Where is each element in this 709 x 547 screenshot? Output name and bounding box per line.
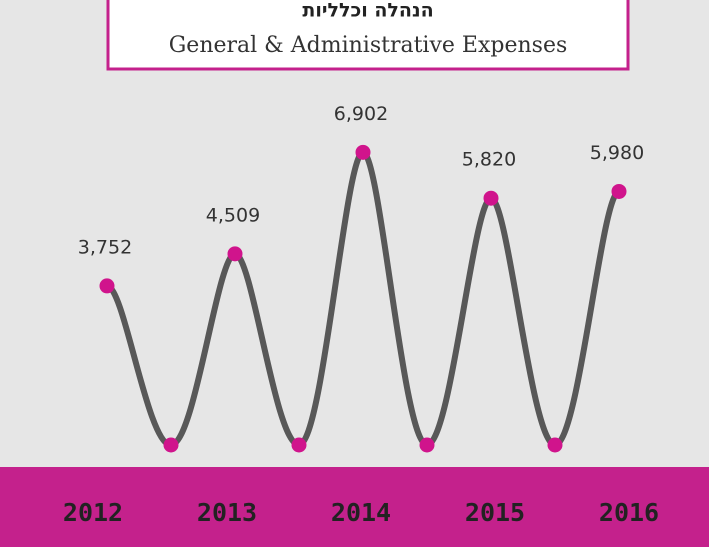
value-label: 5,820	[462, 149, 516, 171]
data-point	[227, 246, 243, 262]
x-tick-label: 2012	[63, 498, 123, 527]
year-band	[0, 467, 709, 547]
chart-subtitle: General & Administrative Expenses	[169, 33, 568, 58]
trough-dot	[419, 437, 435, 453]
data-point	[99, 278, 115, 294]
data-point	[611, 183, 627, 199]
line-curve	[104, 149, 622, 449]
title-box	[106, 0, 630, 71]
x-tick-label: 2014	[331, 498, 391, 527]
value-label: 4,509	[206, 204, 260, 226]
data-point	[483, 190, 499, 206]
x-tick-label: 2013	[197, 498, 257, 527]
data-point	[355, 144, 371, 160]
x-tick-label: 2016	[599, 498, 659, 527]
trough-dot	[163, 437, 179, 453]
value-label: 6,902	[334, 103, 388, 125]
value-label: 5,980	[590, 142, 644, 164]
value-label: 3,752	[78, 236, 132, 258]
trough-dot	[547, 437, 563, 453]
x-tick-label: 2015	[465, 498, 525, 527]
plot-background	[0, 0, 709, 467]
trough-dot	[291, 437, 307, 453]
chart-title: הנהלה וכלליות	[302, 0, 433, 22]
